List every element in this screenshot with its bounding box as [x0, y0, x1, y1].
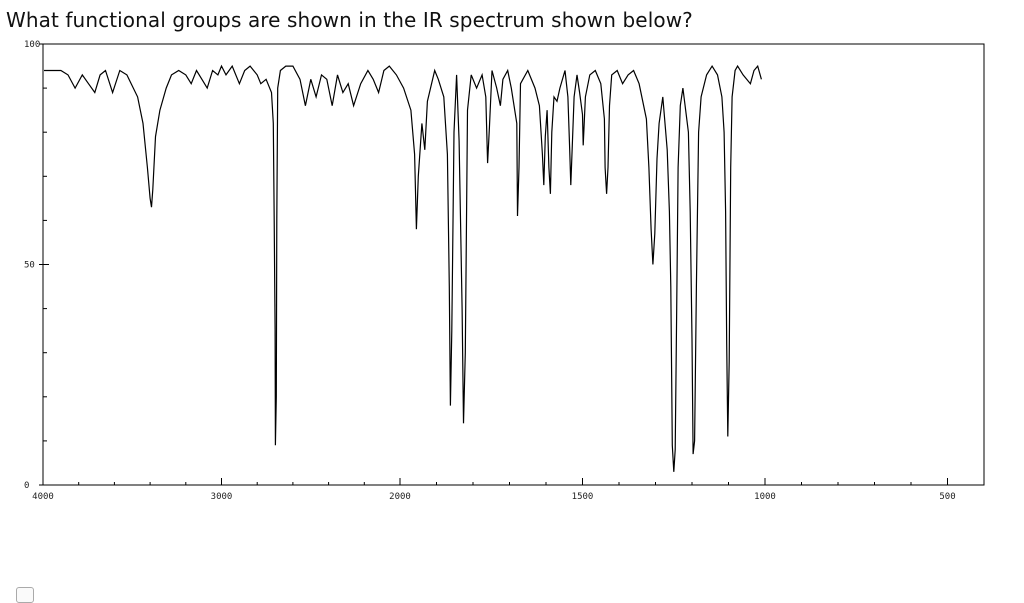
- plot-frame: [42, 43, 985, 486]
- axis-ticks: [39, 43, 985, 486]
- y-tick-label: 0: [24, 481, 29, 491]
- y-tick-label: 50: [24, 261, 35, 271]
- x-tick-label: 2000: [389, 492, 411, 502]
- x-tick-label: 500: [939, 492, 955, 502]
- answer-checkbox[interactable]: [16, 587, 34, 603]
- y-tick-label: 100: [24, 40, 40, 50]
- x-tick-label: 1000: [754, 492, 776, 502]
- x-tick-label: 1500: [572, 492, 594, 502]
- x-tick-label: 3000: [211, 492, 233, 502]
- x-tick-label: 4000: [32, 492, 54, 502]
- question-text: What functional groups are shown in the …: [6, 8, 693, 32]
- spectrum-line: [44, 64, 762, 472]
